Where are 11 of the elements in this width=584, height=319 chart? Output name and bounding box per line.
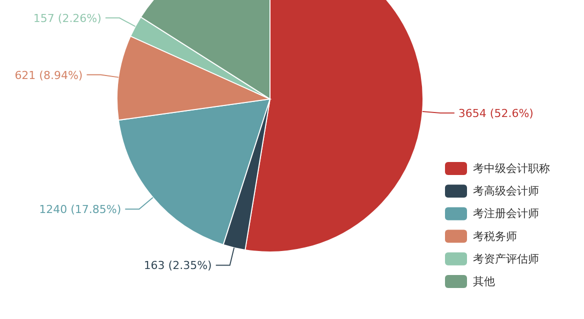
data-label: 1240 (17.85%) (39, 203, 122, 216)
data-label: 3654 (52.6%) (458, 106, 534, 120)
legend-label: 考资产评估师 (473, 252, 539, 266)
legend-label: 考高级会计师 (473, 184, 539, 198)
legend-label: 考中级会计职称 (473, 162, 550, 175)
data-label: 163 (2.35%) (144, 259, 212, 272)
legend-label: 考注册会计师 (473, 207, 539, 220)
data-label: 621 (8.94%) (14, 68, 83, 82)
legend-label: 其他 (473, 275, 495, 288)
data-label: 157 (2.26%) (33, 12, 102, 25)
legend-label: 考税务师 (473, 230, 517, 243)
